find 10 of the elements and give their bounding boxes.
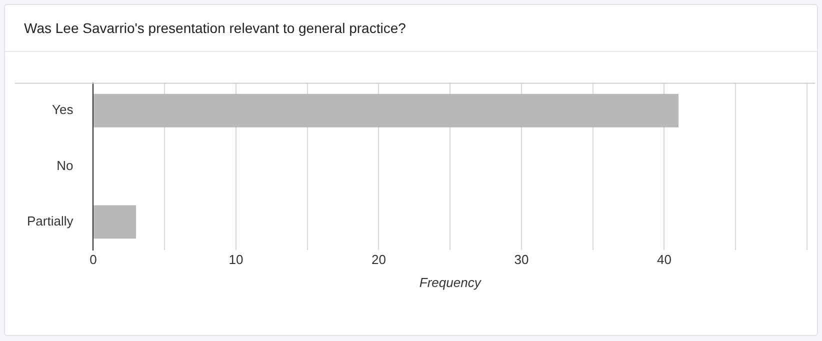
x-tick-label: 10 xyxy=(228,252,244,268)
chart-title: Was Lee Savarrio's presentation relevant to general practice? xyxy=(5,5,817,52)
x-tick-label: 40 xyxy=(657,252,672,268)
y-tick-label: Yes xyxy=(52,102,74,118)
x-tick-label: 20 xyxy=(372,252,386,268)
y-tick-label: No xyxy=(56,158,74,173)
y-tick-label: Partially xyxy=(26,214,74,229)
x-tick-label: 30 xyxy=(514,252,529,268)
x-axis-title: Frequency xyxy=(419,274,482,290)
x-tick-label: 0 xyxy=(90,252,97,268)
